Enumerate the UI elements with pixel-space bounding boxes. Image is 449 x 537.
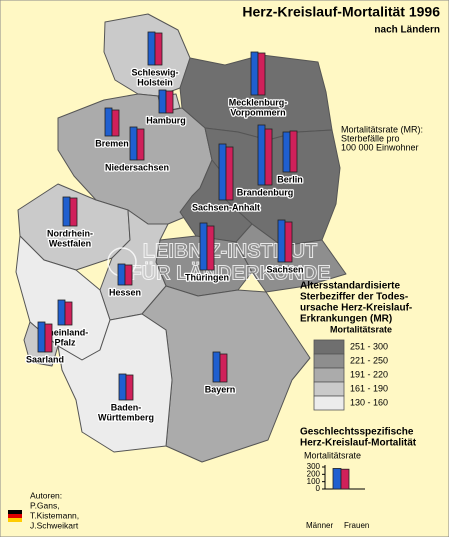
state-label: Nordrhein- (47, 228, 93, 238)
bar (136, 128, 145, 161)
bar (340, 468, 350, 490)
y-tick-label: 300 (307, 462, 321, 471)
state-label: Hessen (109, 287, 141, 297)
legend-title: ursache Herz-Kreislauf- (300, 303, 412, 314)
state-label: Berlin (277, 174, 303, 184)
bar (104, 107, 113, 137)
bar (257, 52, 266, 96)
bar (165, 90, 174, 114)
authors: P.Gans, (30, 500, 60, 510)
bar (44, 323, 53, 353)
bar (257, 124, 266, 186)
legend-swatch (313, 367, 345, 383)
legend-title: Sterbeziffer der Todes- (300, 292, 408, 303)
legend-subtitle: Mortalitätsrate (330, 324, 392, 334)
legend-label: 251 - 300 (350, 341, 388, 351)
bar (284, 221, 293, 263)
bar (37, 321, 46, 353)
bar (206, 225, 215, 271)
state-label: Rheinland- (42, 327, 89, 337)
bar (124, 264, 133, 286)
y-tick-label: 200 (307, 469, 321, 478)
chart-title: Geschlechtsspezifische (300, 427, 414, 438)
state-label: Pfalz (54, 337, 76, 347)
bar (154, 32, 163, 66)
bar (57, 299, 66, 326)
bar (250, 51, 259, 96)
legend-swatch (313, 381, 345, 397)
title: Herz-Kreislauf-Mortalität 1996 (242, 4, 440, 20)
state-label: Sachsen-Anhalt (192, 202, 260, 212)
bar (158, 89, 167, 114)
bar (117, 263, 126, 286)
bar (219, 353, 228, 383)
y-axis-label: Mortalitätsrate (304, 450, 361, 460)
state-label: Westfalen (49, 238, 91, 248)
legend-label: 191 - 220 (350, 369, 388, 379)
state-label: Sachsen (266, 264, 303, 274)
state-label: Hamburg (146, 115, 186, 125)
state-area (57, 313, 173, 453)
bar (118, 373, 127, 401)
bar (332, 468, 342, 490)
bar (277, 219, 286, 263)
state-label: Württemberg (98, 412, 154, 422)
legend-title: Altersstandardisierte (300, 281, 400, 292)
note: 100 000 Einwohner (341, 142, 419, 152)
legend-swatch (313, 395, 345, 411)
subtitle: nach Ländern (374, 25, 440, 36)
flag (8, 510, 22, 522)
watermark-text: LEIBNIZ-INSTITUT (143, 240, 317, 262)
legend-swatch (313, 353, 345, 369)
authors: T.Kistemann, (30, 510, 79, 520)
bar (125, 374, 134, 401)
state-label: Brandenburg (237, 187, 294, 197)
legend-label: 161 - 190 (350, 383, 388, 393)
authors: Autoren: (30, 490, 62, 500)
y-tick-label: 100 (307, 477, 321, 486)
bar-layer: Schleswig-Holstein Hamburg Mecklenburg-Vor… (25, 31, 305, 424)
state-label: Schleswig- (131, 67, 178, 77)
state-label: Niedersachsen (105, 162, 169, 172)
note: Mortalitätsrate (MR): (341, 124, 423, 134)
bar (64, 301, 73, 326)
legend-label: 221 - 250 (350, 355, 388, 365)
bar (282, 131, 291, 173)
bar (199, 222, 208, 271)
bar (62, 196, 71, 227)
x-tick-label: Frauen (344, 521, 369, 530)
bar (69, 197, 78, 227)
overlay: Mortalitätsrate (MR):Sterbefälle pro100 … (30, 124, 423, 530)
state-label: Baden- (111, 402, 142, 412)
bar (129, 126, 138, 161)
bar (264, 128, 273, 186)
bar (212, 351, 221, 383)
state-label: Bayern (205, 384, 236, 394)
legend-label: 130 - 160 (350, 397, 388, 407)
bar (111, 109, 120, 137)
state-label: Bremen (95, 138, 129, 148)
legend-title: Erkrankungen (MR) (300, 314, 392, 325)
chart-title: Herz-Kreislauf-Mortalität (300, 438, 417, 449)
authors: J.Schweikart (30, 520, 79, 530)
bar (289, 130, 298, 173)
y-tick-label: 0 (316, 484, 321, 493)
legend-swatch (313, 339, 345, 355)
bar (225, 146, 234, 201)
state-label: Thüringen (185, 272, 229, 282)
state-label: Saarland (26, 354, 64, 364)
state-label: Vorpommern (230, 107, 285, 117)
bar (147, 31, 156, 66)
state-label: Mecklenburg- (229, 97, 288, 107)
state-label: Holstein (137, 77, 173, 87)
x-tick-label: Männer (306, 521, 333, 530)
bar (218, 143, 227, 201)
note: Sterbefälle pro (341, 133, 400, 143)
watermark-text: FÜR LÄNDERKUNDE (129, 261, 330, 284)
